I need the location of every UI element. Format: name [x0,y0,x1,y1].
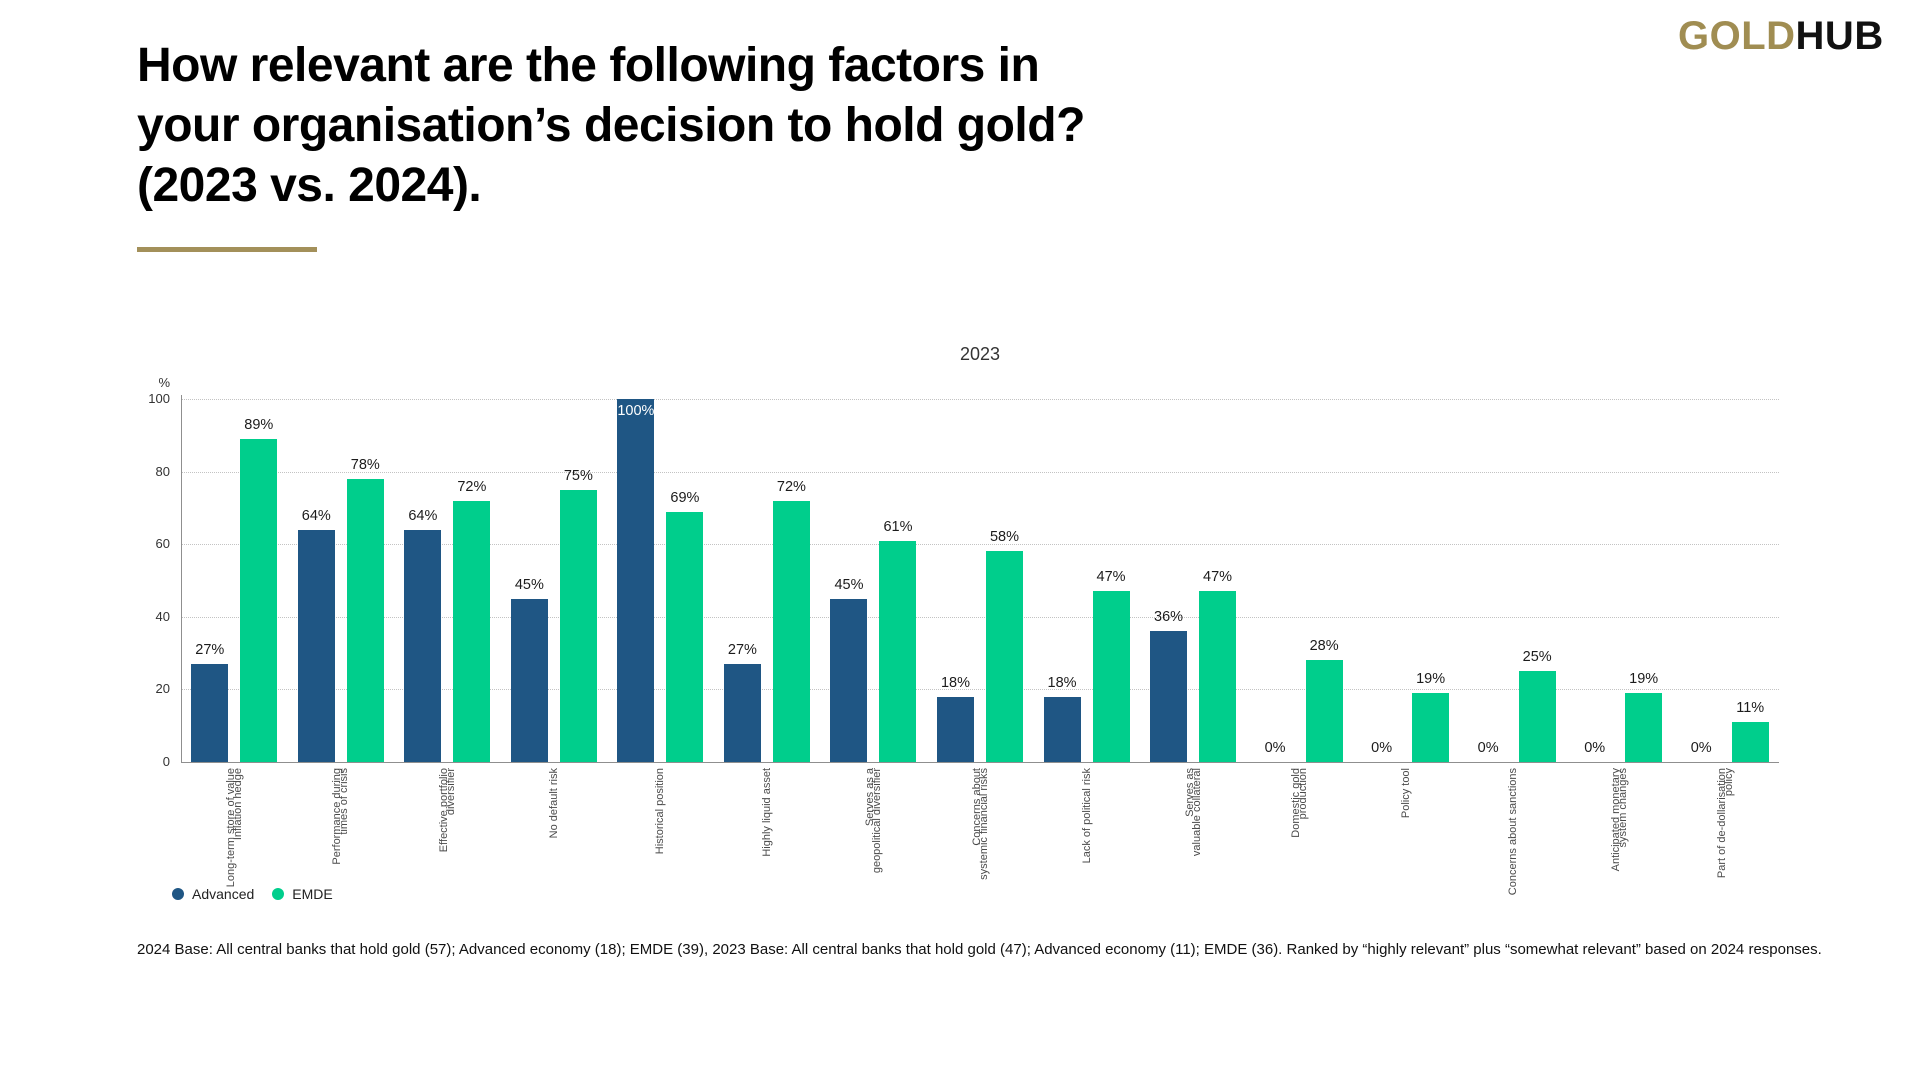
bar-advanced-5 [617,399,655,762]
bar-value-label-emde-1: 89% [244,416,274,433]
bar-emde-12 [1412,693,1450,762]
bar-value-label-emde-10: 47% [1203,569,1233,586]
bar-value-label-emde-4: 75% [563,467,593,484]
bar-value-label-emde-3: 72% [457,478,487,495]
y-tick-label-40: 40 [155,608,170,624]
gridline-20 [181,689,1779,691]
y-axis-unit-label: % [158,375,170,390]
bar-value-label-advanced-2: 64% [301,507,331,524]
y-axis-line [181,395,182,762]
bar-emde-10 [1199,591,1237,762]
title-line-3: (2023 vs. 2024). [137,159,482,212]
goldhub-logo: GOLDHUB [1678,14,1884,59]
y-tick-label-80: 80 [155,463,170,479]
bar-emde-5 [666,511,704,762]
bar-value-label-advanced-14: 0% [1584,740,1606,756]
bar-emde-2 [346,478,384,762]
chart-legend: Advanced EMDE [172,886,333,902]
bar-value-label-emde-12: 19% [1416,671,1446,688]
bar-value-label-emde-15: 11% [1736,700,1765,717]
title-underline [137,247,317,252]
bar-value-label-emde-13: 25% [1522,649,1552,666]
bar-emde-3 [453,500,491,762]
bar-value-label-emde-5: 69% [670,489,700,506]
bar-value-label-emde-6: 72% [776,478,806,495]
bar-emde-7 [879,540,917,762]
legend-item-emde[interactable]: EMDE [272,886,333,902]
bar-value-label-advanced-4: 45% [514,576,544,593]
bar-value-label-advanced-11: 0% [1264,740,1286,756]
emde-legend-dot-icon [272,888,285,900]
legend-label-advanced: Advanced [192,886,255,902]
bar-value-label-advanced-7: 45% [834,576,864,593]
y-tick-label-20: 20 [155,681,170,697]
x-axis-line [181,762,1779,763]
bar-advanced-3 [404,529,442,762]
bar-value-label-emde-9: 47% [1096,569,1126,586]
bar-value-label-emde-7: 61% [883,518,913,535]
bar-emde-11 [1305,660,1343,762]
bar-emde-4 [559,489,597,762]
bar-advanced-10 [1150,631,1188,762]
bar-advanced-1 [191,663,229,762]
bar-advanced-6 [723,663,761,762]
gridline-100 [181,399,1779,400]
gridline-60 [181,544,1779,546]
logo-gold-text: GOLD [1678,14,1796,58]
y-tick-label-100: 100 [148,391,170,406]
footnote: 2024 Base: All central banks that hold g… [137,941,1822,958]
bar-emde-8 [986,551,1023,762]
y-tick-label-0: 0 [162,754,170,769]
bar-advanced-9 [1043,696,1081,762]
legend-item-advanced[interactable]: Advanced [172,886,254,902]
bar-advanced-8 [937,696,974,762]
bar-emde-6 [772,500,810,762]
logo-hub-text: HUB [1795,14,1884,58]
bar-value-label-emde-11: 28% [1309,638,1339,655]
bar-value-label-advanced-6: 27% [727,641,757,658]
chart-title: 2023 [959,344,1001,364]
bar-value-label-emde-14: 19% [1629,671,1659,688]
bar-emde-13 [1518,671,1556,762]
bar-emde-1 [240,438,278,762]
bar-advanced-4 [510,598,548,762]
title-line-2: your organisation’s decision to hold gol… [137,99,1085,152]
bar-value-label-advanced-10: 36% [1154,609,1184,626]
bar-emde-9 [1092,591,1130,762]
gridline-40 [181,616,1779,618]
bar-value-label-advanced-9: 18% [1047,674,1077,691]
bar-value-label-advanced-5: 100% [617,403,655,419]
bar-value-label-advanced-15: 0% [1690,740,1712,756]
bar-advanced-7 [830,598,868,762]
bar-value-label-advanced-8: 18% [940,674,971,691]
bar-value-label-advanced-3: 64% [408,507,438,524]
y-tick-label-60: 60 [155,536,170,552]
bar-value-label-advanced-1: 27% [195,641,225,658]
bar-value-label-emde-2: 78% [350,456,380,473]
gridline-80 [181,471,1779,473]
bar-value-label-emde-8: 58% [989,529,1020,546]
page-title: How relevant are the following factors i… [137,36,1085,216]
bar-advanced-2 [297,529,335,762]
bar-value-label-advanced-12: 0% [1371,740,1393,756]
legend-label-emde: EMDE [292,886,333,902]
advanced-legend-dot-icon [172,888,184,900]
bar-value-label-advanced-13: 0% [1477,740,1499,756]
bar-emde-15 [1731,722,1769,762]
title-line-1: How relevant are the following factors i… [137,39,1040,92]
bar-emde-14 [1625,693,1663,762]
